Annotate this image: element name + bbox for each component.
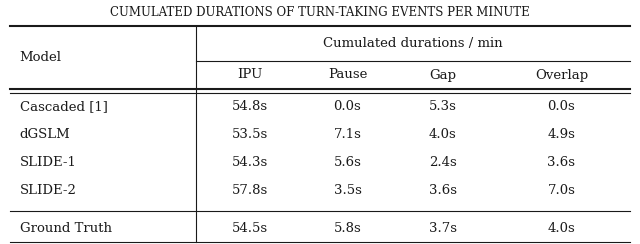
Text: 2.4s: 2.4s	[429, 156, 456, 170]
Text: Cascaded [1]: Cascaded [1]	[20, 101, 108, 113]
Text: Overlap: Overlap	[535, 69, 588, 81]
Text: 4.0s: 4.0s	[429, 129, 456, 142]
Text: 4.0s: 4.0s	[548, 222, 575, 234]
Text: 3.5s: 3.5s	[333, 184, 362, 197]
Text: 7.0s: 7.0s	[548, 184, 575, 197]
Text: Cumulated durations / min: Cumulated durations / min	[323, 37, 503, 50]
Text: IPU: IPU	[237, 69, 262, 81]
Text: SLIDE-1: SLIDE-1	[20, 156, 76, 170]
Text: dGSLM: dGSLM	[20, 129, 70, 142]
Text: Model: Model	[20, 51, 61, 64]
Text: 54.8s: 54.8s	[232, 101, 268, 113]
Text: 5.8s: 5.8s	[333, 222, 362, 234]
Text: 5.6s: 5.6s	[333, 156, 362, 170]
Text: SLIDE-2: SLIDE-2	[20, 184, 76, 197]
Text: CUMULATED DURATIONS OF TURN-TAKING EVENTS PER MINUTE: CUMULATED DURATIONS OF TURN-TAKING EVENT…	[110, 7, 530, 20]
Text: Pause: Pause	[328, 69, 367, 81]
Text: 0.0s: 0.0s	[548, 101, 575, 113]
Text: 3.6s: 3.6s	[429, 184, 456, 197]
Text: 4.9s: 4.9s	[548, 129, 575, 142]
Text: 57.8s: 57.8s	[232, 184, 268, 197]
Text: 7.1s: 7.1s	[333, 129, 362, 142]
Text: 54.3s: 54.3s	[232, 156, 268, 170]
Text: 5.3s: 5.3s	[429, 101, 456, 113]
Text: Gap: Gap	[429, 69, 456, 81]
Text: 53.5s: 53.5s	[232, 129, 268, 142]
Text: 54.5s: 54.5s	[232, 222, 268, 234]
Text: 3.7s: 3.7s	[429, 222, 456, 234]
Text: Ground Truth: Ground Truth	[20, 222, 111, 234]
Text: 3.6s: 3.6s	[547, 156, 575, 170]
Text: 0.0s: 0.0s	[333, 101, 362, 113]
